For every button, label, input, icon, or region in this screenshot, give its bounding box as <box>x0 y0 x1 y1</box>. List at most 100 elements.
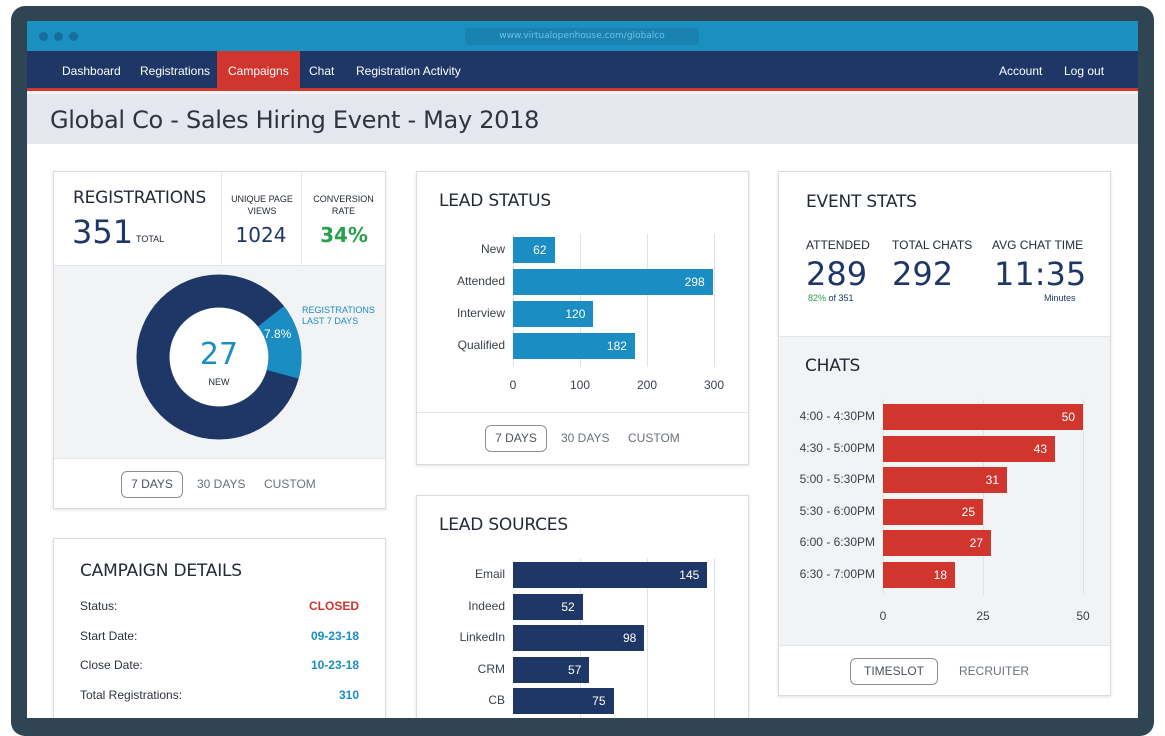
bar[interactable]: 57 <box>513 656 590 683</box>
window-maximize-dot[interactable] <box>69 32 78 41</box>
nav-account[interactable]: Account <box>999 64 1043 78</box>
lead-range-7days-button[interactable]: 7 DAYS <box>485 425 547 452</box>
bar[interactable]: 120 <box>513 301 594 327</box>
campaign-field-label: Start Date: <box>80 628 138 643</box>
registrations-donut <box>136 274 302 440</box>
x-tick-label: 100 <box>569 378 591 392</box>
nav-registration-activity[interactable]: Registration Activity <box>356 64 461 78</box>
campaign-field-value: 09-23-18 <box>310 628 359 643</box>
bar[interactable]: 25 <box>883 498 983 525</box>
page-views-value: 1024 <box>235 223 287 247</box>
bar-value-label: 27 <box>969 536 983 551</box>
category-label: 5:30 - 6:00PM <box>799 503 875 518</box>
bar-value-label: 75 <box>592 694 606 709</box>
window-close-dot[interactable] <box>39 32 48 41</box>
chart-gridline <box>513 234 514 367</box>
x-tick-label: 0 <box>879 609 887 623</box>
bar[interactable]: 27 <box>883 530 991 557</box>
donut-pct: 7.8% <box>264 327 292 341</box>
campaign-field-label: Status: <box>80 599 118 613</box>
bar-value-label: 298 <box>684 275 705 289</box>
lead-sources-chart: Email 145 Indeed 52 LinkedIn 98 CRM 57 CB 75 <box>417 496 748 718</box>
divider <box>221 172 222 265</box>
chats-grouping: TIMESLOT RECRUITER <box>779 645 1110 695</box>
avg-chat-unit: Minutes <box>1044 293 1076 303</box>
category-label: Attended <box>456 274 505 288</box>
chart-gridline <box>647 558 648 718</box>
bar[interactable]: 31 <box>883 467 1007 494</box>
nav-logout[interactable]: Log out <box>1064 64 1105 78</box>
bar-value-label: 52 <box>561 599 575 614</box>
bar[interactable]: 98 <box>513 625 645 652</box>
nav-dashboard[interactable]: Dashboard <box>62 64 121 78</box>
lead-status-chart: New 62 Attended 298 Interview 120 Qualified 182… <box>417 172 748 412</box>
bar-value-label: 98 <box>622 631 637 646</box>
conversion-label: CONVERSION RATE <box>313 194 374 216</box>
range-30days-button[interactable]: 30 DAYS <box>197 477 246 491</box>
campaign-title: CAMPAIGN DETAILS <box>80 561 242 581</box>
bar[interactable]: 298 <box>513 269 713 295</box>
lead-range-30days-button[interactable]: 30 DAYS <box>561 431 610 445</box>
page-views-label: UNIQUE PAGE VIEWS <box>231 194 293 216</box>
category-label: CB <box>488 693 505 708</box>
category-label: Interview <box>456 306 505 320</box>
x-tick-label: 0 <box>509 378 517 392</box>
window-minimize-dot[interactable] <box>54 32 63 41</box>
bar[interactable]: 75 <box>513 688 614 715</box>
registrations-total-label: TOTAL <box>136 234 165 244</box>
category-label: Qualified <box>457 338 505 352</box>
category-label: Email <box>474 567 505 581</box>
registrations-range: 7 DAYS 30 DAYS CUSTOM <box>54 458 385 508</box>
bar-value-label: 25 <box>961 504 975 519</box>
bar[interactable]: 18 <box>883 562 955 588</box>
category-label: CRM <box>477 661 505 676</box>
bar[interactable]: 62 <box>513 237 555 263</box>
registrations-total: 351 <box>72 213 134 251</box>
nav-registrations[interactable]: Registrations <box>140 64 211 78</box>
range-7days-button[interactable]: 7 DAYS <box>121 471 183 498</box>
chart-gridline <box>580 234 581 367</box>
avg-chat-value: 11:35 <box>994 255 1087 293</box>
bar[interactable]: 43 <box>883 435 1055 462</box>
lead-status-range: 7 DAYS 30 DAYS CUSTOM <box>417 412 748 462</box>
range-custom-button[interactable]: CUSTOM <box>264 477 316 491</box>
top-nav: Dashboard Registrations Campaigns Chat R… <box>27 51 1138 91</box>
attended-value: 289 <box>806 255 868 293</box>
avg-chat-label: AVG CHAT TIME <box>992 238 1084 252</box>
donut-new-segment <box>257 306 302 379</box>
bar-value-label: 57 <box>568 662 582 677</box>
donut-callout: REGISTRATIONS LAST 7 DAYS <box>302 305 375 326</box>
divider <box>301 172 302 265</box>
bar-value-label: 31 <box>985 473 999 488</box>
browser-bar: www.virtualopenhouse.com/globalco <box>27 21 1138 51</box>
donut-center <box>170 308 268 406</box>
campaign-field-value: 10-23-18 <box>310 658 359 672</box>
x-tick-label: 200 <box>636 378 658 392</box>
page-header: Global Co - Sales Hiring Event - May 201… <box>27 94 1138 144</box>
bar[interactable]: 182 <box>513 333 635 359</box>
group-timeslot-button[interactable]: TIMESLOT <box>850 658 938 685</box>
chats-chart: 4:00 - 4:30PM 50 4:30 - 5:00PM 43 5:00 - 5:3… <box>779 337 1110 646</box>
bar-value-label: 43 <box>1033 441 1047 456</box>
x-tick-label: 300 <box>703 378 725 392</box>
category-label: New <box>480 242 505 256</box>
lead-status-title: LEAD STATUS <box>439 191 551 211</box>
lead-sources-card: LEAD SOURCES Email 145 Indeed 52 LinkedIn 98 C… <box>416 495 749 718</box>
campaign-field-label: Total Registrations: <box>80 687 183 702</box>
registrations-card: REGISTRATIONS 351 TOTAL UNIQUE PAGE VIEW… <box>53 171 386 509</box>
address-bar[interactable]: www.virtualopenhouse.com/globalco <box>465 28 699 45</box>
category-label: 5:00 - 5:30PM <box>799 472 875 487</box>
bar[interactable]: 52 <box>513 593 583 620</box>
lead-status-card: LEAD STATUS New 62 Attended 298 Interview 120… <box>416 171 749 465</box>
lead-range-custom-button[interactable]: CUSTOM <box>628 431 680 445</box>
nav-campaigns[interactable]: Campaigns <box>217 51 300 91</box>
attended-label: ATTENDED <box>806 238 870 252</box>
bar-value-label: 182 <box>606 339 627 353</box>
bar[interactable]: 145 <box>513 562 708 588</box>
chart-gridline <box>983 399 984 595</box>
bar[interactable]: 50 <box>883 404 1083 430</box>
group-recruiter-button[interactable]: RECRUITER <box>959 664 1030 678</box>
nav-chat[interactable]: Chat <box>309 64 335 78</box>
category-label: 6:30 - 7:00PM <box>799 567 875 581</box>
campaign-field-value: CLOSED <box>308 599 359 613</box>
